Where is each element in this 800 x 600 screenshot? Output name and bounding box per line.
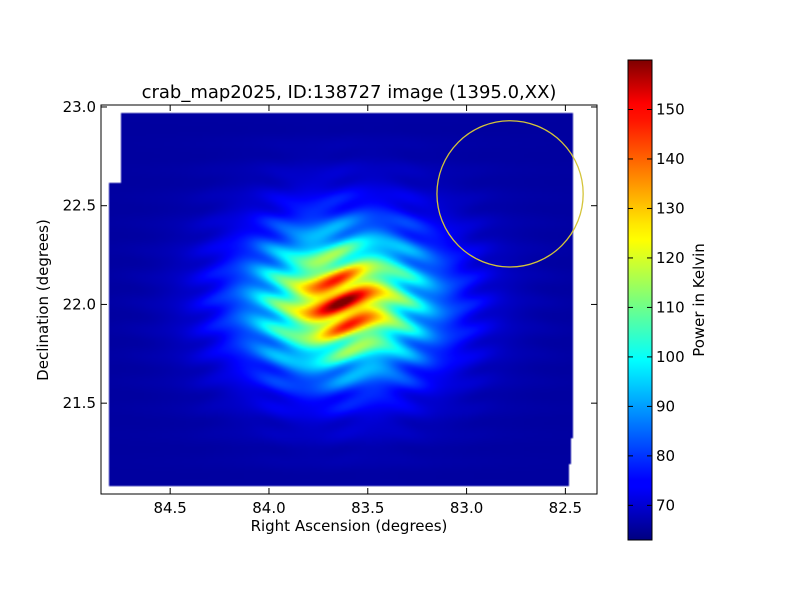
colorbar-label: Power in Kelvin [690, 243, 708, 357]
x-axis: 84.5 84.0 83.5 83.0 82.5 [153, 105, 582, 517]
colorbar [627, 59, 653, 541]
plot-frame [100, 104, 598, 495]
colorbar-ticks: 70 80 90 100 110 120 130 140 150 [628, 100, 685, 514]
colorbar-tick-label: 70 [656, 496, 675, 514]
y-tick-label: 22.5 [63, 197, 96, 215]
annotation-circle [436, 120, 584, 268]
y-tick-label: 23.0 [63, 98, 96, 116]
y-axis-label: Declination (degrees) [34, 219, 52, 381]
colorbar-tick-label: 110 [656, 298, 685, 316]
x-tick-label: 83.5 [351, 499, 384, 517]
x-tick-label: 84.5 [153, 499, 186, 517]
heatmap-image [101, 105, 597, 494]
colorbar-tick-label: 100 [656, 348, 685, 366]
colorbar-tick-label: 120 [656, 249, 685, 267]
x-tick-label: 84.0 [252, 499, 285, 517]
colorbar-tick-label: 140 [656, 150, 685, 168]
colorbar-tick-label: 130 [656, 199, 685, 217]
colorbar-tick-label: 150 [656, 100, 685, 118]
y-axis: 23.0 22.5 22.0 21.5 [63, 98, 597, 412]
chart-title: crab_map2025, ID:138727 image (1395.0,XX… [142, 82, 557, 103]
x-tick-label: 82.5 [549, 499, 582, 517]
x-tick-label: 83.0 [450, 499, 483, 517]
colorbar-tick-label: 80 [656, 447, 675, 465]
colorbar-tick-label: 90 [656, 397, 675, 415]
y-tick-label: 21.5 [63, 394, 96, 412]
y-tick-label: 22.0 [63, 295, 96, 313]
x-axis-label: Right Ascension (degrees) [251, 517, 448, 535]
